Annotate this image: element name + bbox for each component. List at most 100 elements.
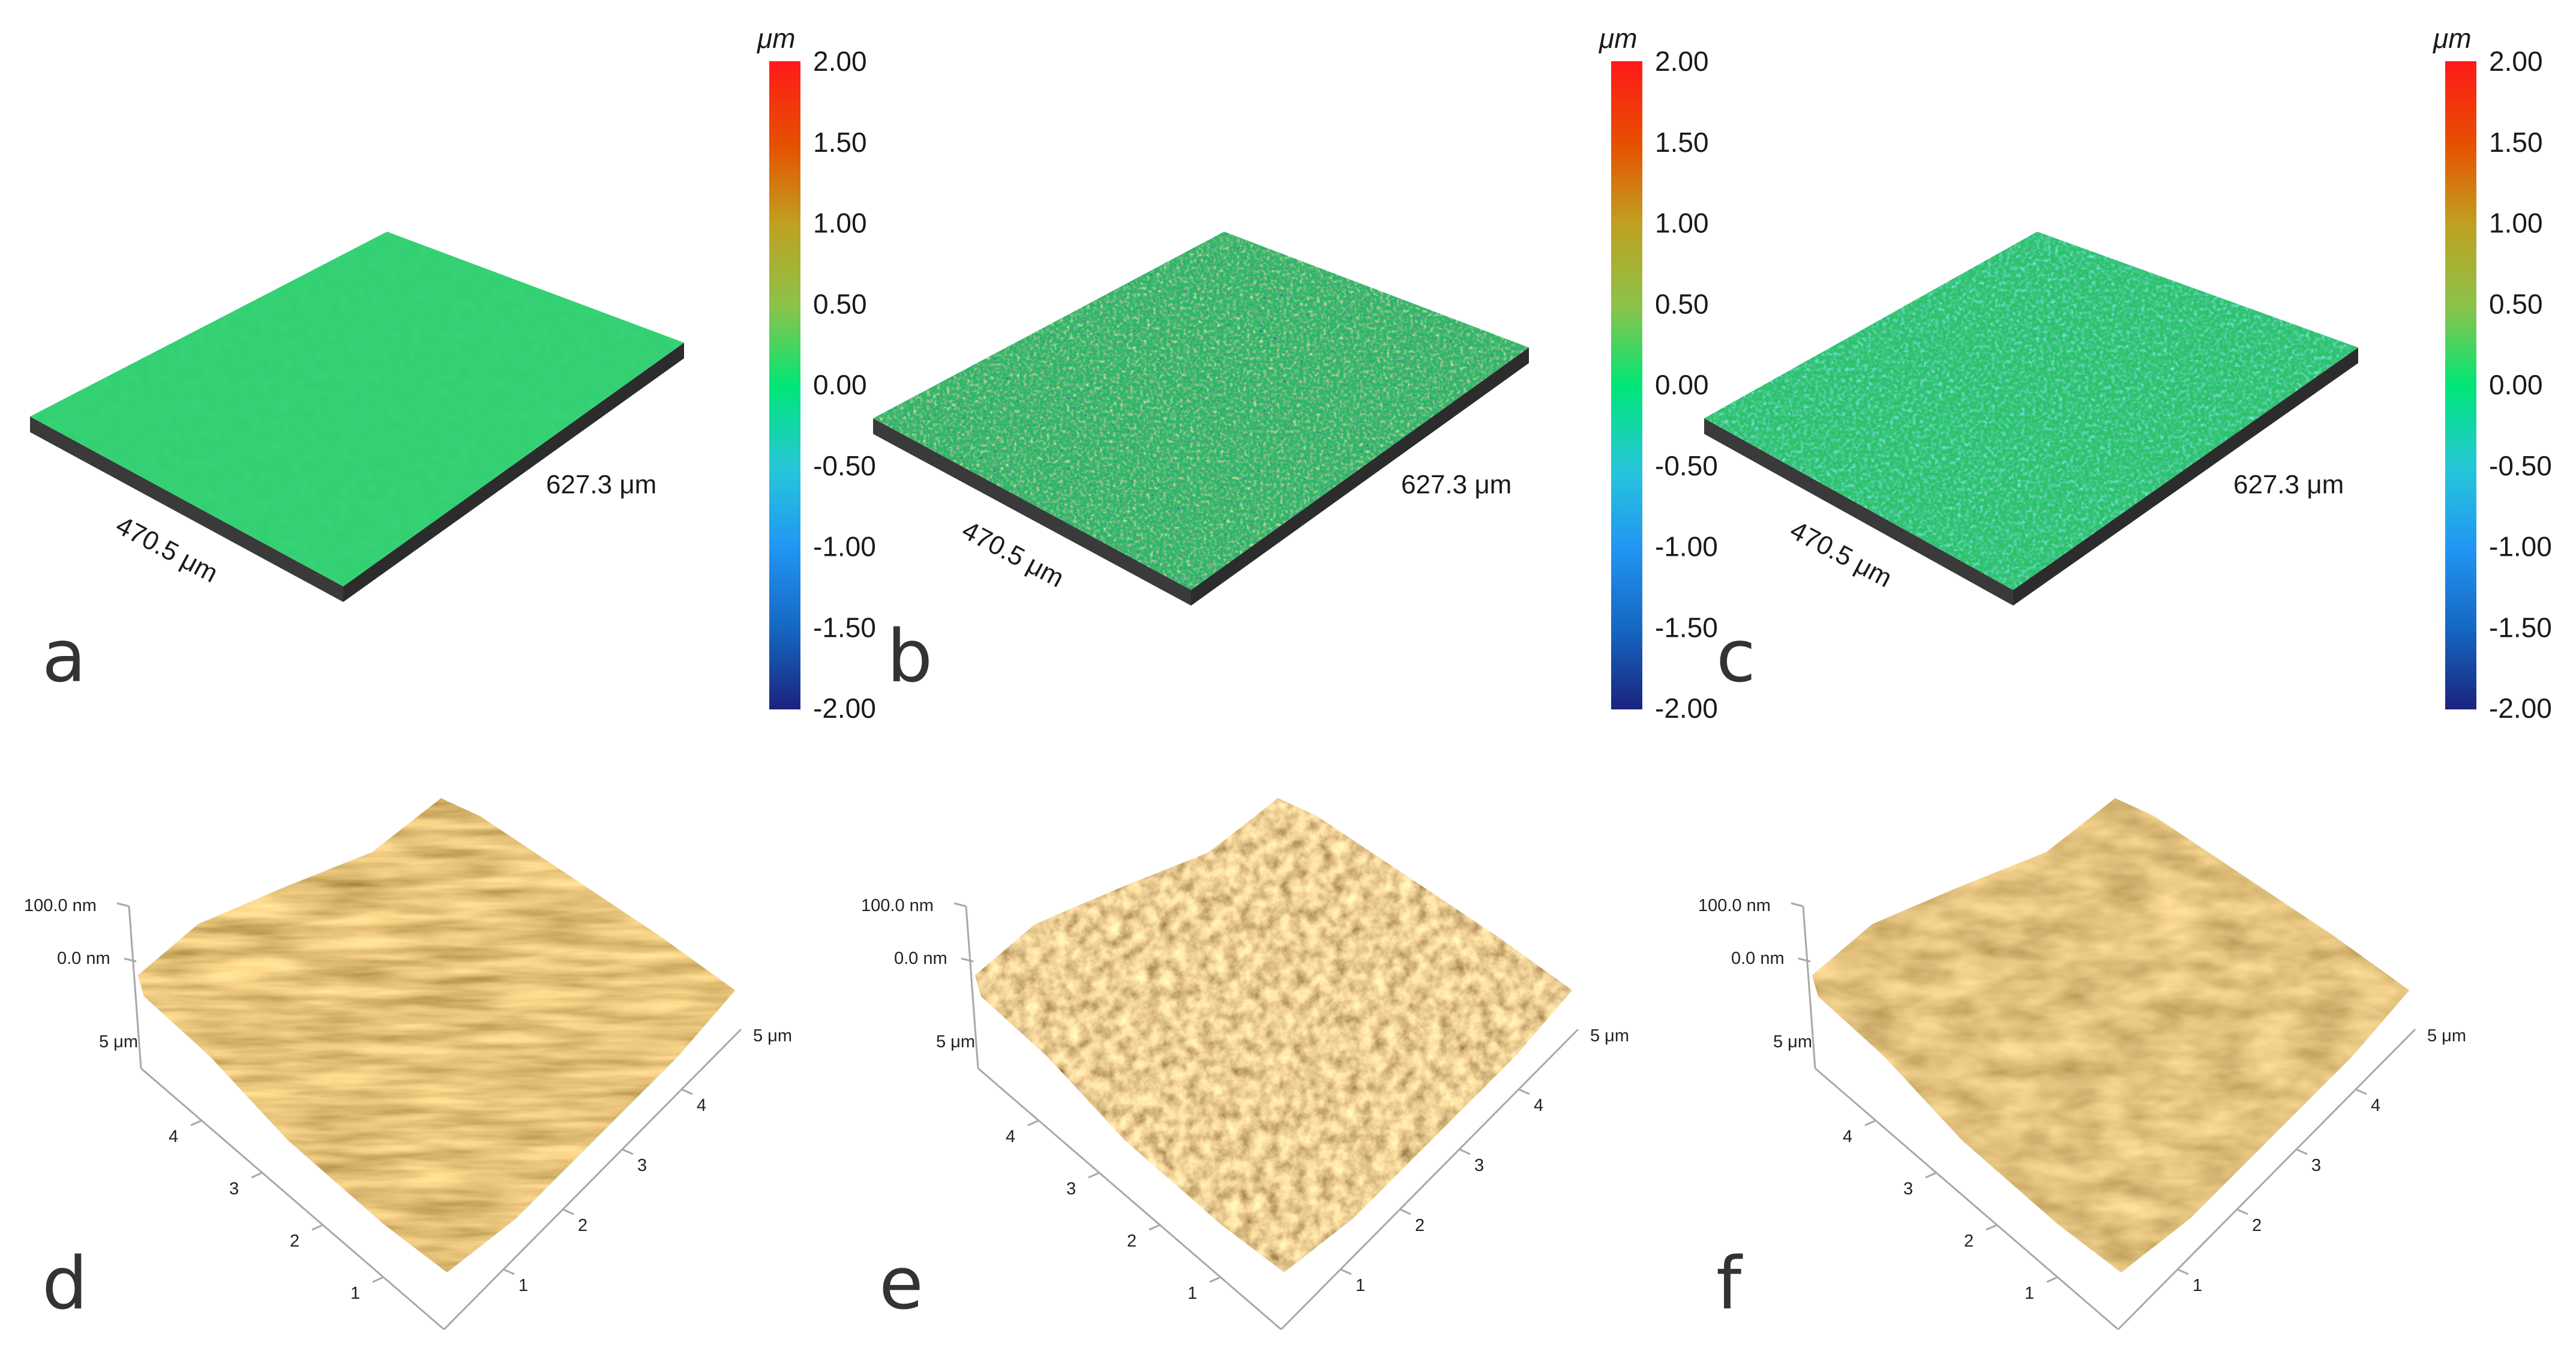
afm-right-tick-label: 1: [518, 1276, 528, 1295]
afm-left-tick: [311, 1224, 323, 1231]
panel-label-c: c: [1716, 615, 1756, 699]
afm-left-tick-label: 2: [290, 1232, 299, 1251]
panel-a: 470.5 μm 627.3 μm a: [30, 232, 684, 699]
afm-z-zero-label: 0.0 nm: [1731, 949, 1785, 968]
afm-right-tick: [2177, 1268, 2189, 1275]
afm-left-tick: [1088, 1172, 1100, 1179]
surface-texture: [873, 232, 1529, 590]
afm-right-tick: [1399, 1208, 1411, 1215]
colorbar-gradient: [1611, 61, 1642, 709]
afm-left-end-label: 5 μm: [99, 1032, 138, 1052]
length-label: 627.3 μm: [2233, 470, 2344, 499]
colorbar-unit: μm: [757, 23, 796, 54]
afm-left-tick-label: 3: [1066, 1179, 1076, 1199]
colorbar-tick-label: -0.50: [1655, 450, 1718, 481]
afm-left-tick-label: 4: [1843, 1127, 1852, 1146]
panel-label: f: [1716, 1242, 1743, 1326]
afm-right-tick: [2236, 1208, 2248, 1215]
afm-right-tick-label: 3: [637, 1156, 647, 1175]
panel-label: d: [42, 1242, 88, 1326]
colorbar-tick-label: 1.00: [2489, 208, 2543, 239]
colorbar-gradient: [2445, 61, 2476, 709]
panel-label: e: [879, 1242, 923, 1326]
afm-left-tick: [190, 1119, 202, 1127]
afm-right-tick-label: 4: [697, 1096, 706, 1115]
colorbar-tick-label: -1.00: [813, 531, 876, 562]
afm-surface-texture: [138, 798, 735, 1272]
afm-right-tick: [2355, 1088, 2367, 1095]
surface-texture: [1704, 232, 2358, 590]
colorbar-ticks: 2.00 1.50 1.00 0.50 0.00 -0.50 -1.00 -1.50 -2.00: [813, 46, 876, 724]
afm-left-tick-label: 1: [1187, 1284, 1197, 1303]
colorbar-tick-label: 0.50: [2489, 288, 2543, 319]
colorbar-tick-label: 1.50: [813, 127, 867, 158]
afm-right-end-label: 5 μm: [1590, 1026, 1629, 1046]
afm-right-tick-label: 2: [578, 1216, 587, 1235]
afm-left-tick-label: 3: [229, 1179, 239, 1199]
afm-left-tick-label: 2: [1127, 1232, 1136, 1251]
afm-left-tick-label: 4: [1006, 1127, 1015, 1146]
afm-left-end-label: 5 μm: [1773, 1032, 1812, 1052]
colorbar-tick-label: -2.00: [1655, 693, 1718, 724]
afm-axis-left: [977, 1067, 1282, 1331]
afm-left-tick: [1027, 1119, 1039, 1127]
colorbar-unit: μm: [2433, 23, 2472, 54]
colorbar-tick-label: 1.50: [2489, 127, 2543, 158]
panel-label-a: a: [42, 615, 86, 699]
afm-right-end-label: 5 μm: [2427, 1026, 2466, 1046]
slab-side-right: [1191, 348, 1529, 606]
afm-left-tick-label: 1: [350, 1284, 360, 1303]
colorbar-tick-label: 1.00: [813, 208, 867, 239]
panel-b: 470.5 μm 627.3 μm b: [873, 232, 1529, 699]
afm-axis-z-tick: [1798, 957, 1811, 963]
afm-z-zero-label: 0.0 nm: [57, 949, 110, 968]
afm-right-tick: [681, 1088, 693, 1095]
afm-right-tick: [2296, 1148, 2308, 1155]
afm-right-tick-label: 1: [1356, 1276, 1365, 1295]
afm-axis-right: [1280, 1028, 1579, 1331]
colorbar-tick-label: -2.00: [813, 693, 876, 724]
afm-z-zero-label: 0.0 nm: [894, 949, 947, 968]
afm-axis-left: [140, 1067, 445, 1331]
afm-axis-right: [2117, 1028, 2416, 1331]
colorbar-tick-label: -1.00: [2489, 531, 2552, 562]
afm-surface-texture: [975, 798, 1572, 1272]
colorbar-tick-label: 2.00: [1655, 46, 1709, 77]
afm-left-tick: [2046, 1276, 2058, 1283]
afm-z-max-label: 100.0 nm: [24, 896, 97, 915]
colorbar-3: μm 2.00 1.50 1.00 0.50 0.00 -0.50 -1.00 -1.50 -2…: [2433, 23, 2552, 724]
afm-right-tick: [1459, 1148, 1471, 1155]
afm-right-tick: [562, 1208, 574, 1215]
afm-left-tick: [251, 1172, 263, 1179]
panel-f: 100.0 nm 0.0 nm 5 μm 4 3 2 1 5 μm 4 3 2 1 f: [1698, 798, 2466, 1331]
colorbar-unit: μm: [1599, 23, 1638, 54]
slab-side-right: [2013, 348, 2358, 606]
afm-axis-z-tick: [953, 902, 967, 907]
afm-axis-z-tick: [116, 902, 130, 907]
colorbar-tick-label: -2.00: [2489, 693, 2552, 724]
colorbar-1: μm 2.00 1.50 1.00 0.50 0.00 -0.50 -1.00 -1.50 -2…: [757, 23, 876, 724]
colorbar-gradient: [769, 61, 800, 709]
afm-left-tick: [372, 1276, 384, 1283]
slab-side-front: [873, 418, 1191, 606]
colorbar-tick-label: 1.50: [1655, 127, 1709, 158]
afm-left-tick: [1148, 1224, 1160, 1231]
afm-right-tick-label: 2: [1415, 1216, 1425, 1235]
afm-axis-z-tick: [1791, 902, 1804, 907]
afm-left-tick: [1925, 1172, 1937, 1179]
afm-left-tick-label: 4: [169, 1127, 178, 1146]
colorbar-ticks: 2.00 1.50 1.00 0.50 0.00 -0.50 -1.00 -1.50 -2.00: [2489, 46, 2552, 724]
colorbar-tick-label: 0.00: [813, 369, 867, 400]
colorbar-tick-label: -0.50: [2489, 450, 2552, 481]
length-label: 627.3 μm: [546, 470, 656, 499]
panel-label-b: b: [887, 615, 932, 699]
colorbar-tick-label: 0.00: [2489, 369, 2543, 400]
panel-c: 470.5 μm 627.3 μm c: [1704, 232, 2358, 699]
afm-left-tick: [1209, 1276, 1221, 1283]
colorbar-2: μm 2.00 1.50 1.00 0.50 0.00 -0.50 -1.00 -1.50 -2…: [1599, 23, 1718, 724]
afm-left-tick-label: 2: [1964, 1232, 1974, 1251]
afm-left-tick: [1864, 1119, 1876, 1127]
afm-axis-z: [1802, 906, 1816, 1069]
afm-z-max-label: 100.0 nm: [861, 896, 934, 915]
